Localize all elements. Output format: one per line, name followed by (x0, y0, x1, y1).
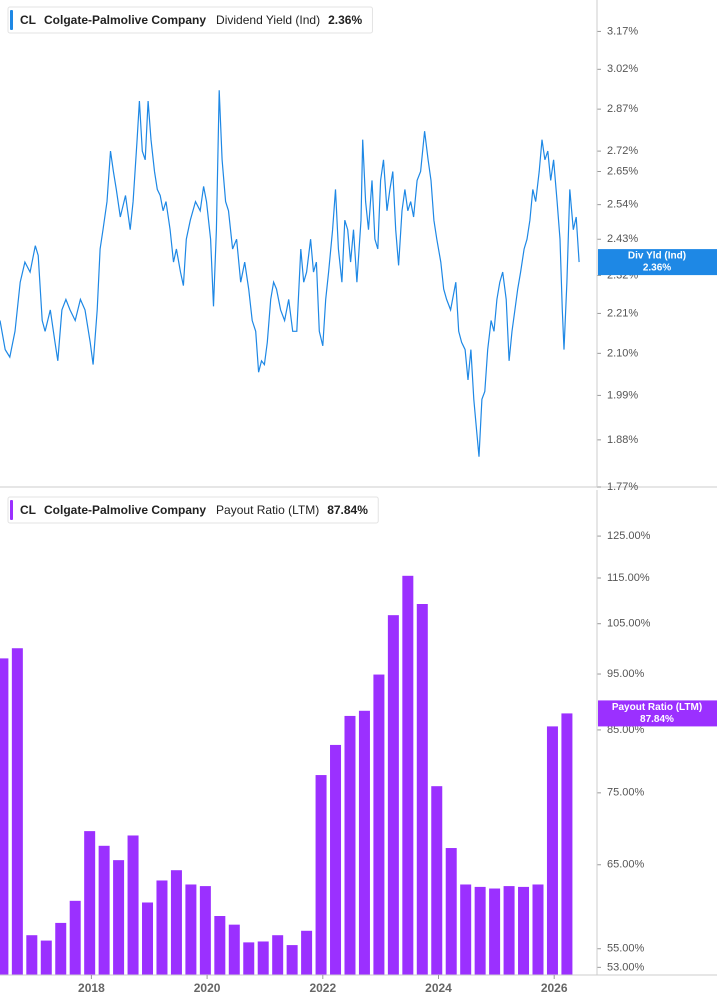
bar (11, 648, 23, 975)
bar (214, 916, 226, 975)
y-tick-label: 95.00% (607, 668, 645, 680)
header-metric: Payout Ratio (LTM) (216, 503, 319, 517)
bar (257, 941, 269, 975)
x-tick-label: 2022 (309, 981, 336, 995)
y-tick-label: 65.00% (607, 859, 645, 871)
bar (503, 886, 515, 975)
header-ticker: CL (20, 503, 36, 517)
y-tick-label: 115.00% (607, 572, 650, 584)
y-tick-label: 105.00% (607, 618, 651, 630)
y-tick-label: 2.21% (607, 307, 638, 319)
bar (199, 886, 211, 975)
bar (272, 935, 284, 975)
y-tick-label: 3.17% (607, 25, 638, 37)
header-text: CL Colgate-Palmolive Company Payout Ratio … (20, 503, 368, 517)
y-tick-label: 1.77% (607, 481, 638, 493)
y-tick-label: 55.00% (607, 943, 645, 955)
y-tick-label: 3.02% (607, 63, 638, 75)
line-series (0, 90, 580, 457)
bar (286, 945, 298, 975)
bar (330, 744, 342, 975)
bar (84, 831, 96, 975)
chart-panel: 1.77%1.88%1.99%2.10%2.21%2.32%2.43%2.54%… (0, 0, 717, 493)
bar (358, 710, 370, 975)
value-flag-name: Div Yld (Ind) (628, 251, 686, 262)
bar (127, 835, 139, 975)
x-tick-label: 2024 (425, 981, 452, 995)
bar (228, 924, 240, 975)
bar (344, 715, 356, 975)
bar (142, 902, 154, 975)
x-tick-label: 2026 (541, 981, 568, 995)
y-tick-label: 2.10% (607, 347, 638, 359)
header-company: Colgate-Palmolive Company (44, 503, 206, 517)
y-tick-label: 75.00% (607, 787, 645, 799)
bar (402, 575, 414, 975)
bar (98, 845, 110, 975)
bar (0, 658, 9, 975)
bar (416, 603, 428, 975)
bar (561, 713, 573, 975)
bar (518, 886, 530, 975)
bar (156, 880, 168, 975)
value-flag (598, 700, 717, 727)
y-tick-label: 85.00% (607, 724, 645, 736)
bar (315, 775, 327, 975)
bar (55, 922, 67, 975)
header-text: CL Colgate-Palmolive Company Dividend Yiel… (20, 13, 362, 27)
header-current-label: 2.36% (328, 13, 362, 27)
y-tick-label: 125.00% (607, 530, 651, 542)
bar (170, 870, 182, 975)
bar (373, 674, 385, 975)
y-tick-label: 2.65% (607, 165, 638, 177)
value-flag-name: Payout Ratio (LTM) (612, 702, 702, 713)
bar (26, 935, 38, 975)
y-tick-label: 1.99% (607, 389, 638, 401)
header-color-chip (10, 500, 13, 520)
y-tick-label: 53.00% (607, 961, 645, 973)
bar (185, 884, 197, 975)
value-flag-value: 87.84% (640, 714, 674, 725)
bar (445, 848, 457, 975)
bar (546, 726, 558, 975)
bar (387, 615, 399, 975)
y-tick-label: 2.43% (607, 233, 638, 245)
x-tick-label: 2018 (78, 981, 105, 995)
header-metric: Dividend Yield (Ind) (216, 13, 320, 27)
y-tick-label: 2.54% (607, 199, 638, 211)
header-color-chip (10, 10, 13, 30)
bar (532, 884, 544, 975)
x-tick-label: 2020 (194, 981, 221, 995)
y-tick-label: 1.88% (607, 434, 638, 446)
bar (474, 886, 486, 975)
bar (113, 860, 125, 975)
bar (243, 942, 255, 975)
chart-panel: 53.00% 55.00% 65.00% 75.00% 85.00% 95.00% 105.… (0, 490, 717, 995)
header-box (7, 6, 373, 34)
value-flag-value: 2.36% (643, 263, 671, 274)
value-flag (598, 249, 717, 276)
bar (489, 888, 501, 975)
bar (40, 940, 52, 975)
header-ticker: CL (20, 13, 36, 27)
bar (69, 900, 81, 975)
bar (460, 884, 472, 975)
y-tick-label: 2.87% (607, 103, 638, 115)
y-tick-label: 2.72% (607, 145, 638, 157)
header-box (7, 496, 379, 524)
bar (301, 930, 313, 975)
header-current-label: 87.84% (327, 503, 368, 517)
header-company: Colgate-Palmolive Company (44, 13, 206, 27)
bar (431, 786, 443, 975)
